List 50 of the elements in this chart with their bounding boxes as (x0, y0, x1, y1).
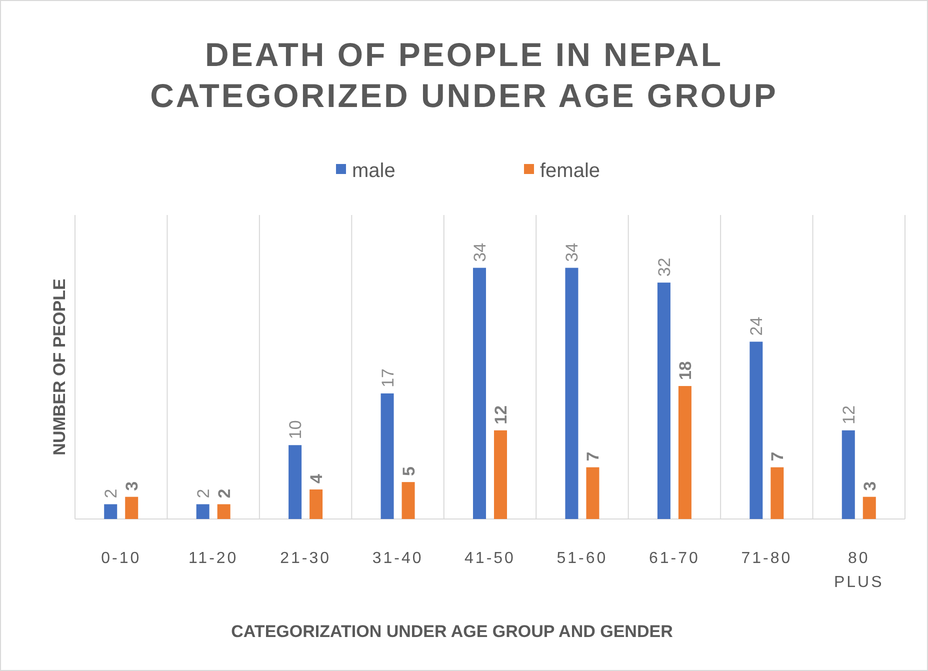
bar (217, 504, 230, 519)
x-tick-label: 11-20 (188, 550, 238, 567)
bar (125, 496, 138, 519)
chart-title: DEATH OF PEOPLE IN NEPAL CATEGORIZED UNDER AGE GROUP (150, 36, 778, 114)
bar (402, 482, 415, 519)
x-tick-label: 21-30 (280, 550, 332, 567)
data-label: 7 (584, 452, 603, 462)
data-label: 12 (839, 405, 858, 424)
data-label: 7 (768, 452, 788, 462)
data-label: 2 (214, 488, 234, 498)
bar (678, 386, 692, 519)
bar (104, 504, 118, 519)
data-label: 18 (676, 361, 695, 380)
bar (473, 268, 486, 519)
y-axis-title: NUMBER OF PEOPLE (50, 278, 69, 456)
bar (310, 489, 323, 519)
data-label: 3 (122, 481, 142, 491)
data-label: 3 (860, 481, 880, 491)
data-label: 24 (747, 316, 766, 336)
bar (750, 342, 763, 519)
bar (288, 445, 302, 519)
data-label: 34 (470, 242, 490, 262)
bar (494, 430, 507, 519)
bar (657, 282, 670, 519)
data-label: 10 (286, 420, 306, 440)
bar (565, 268, 578, 519)
legend-label: male (352, 160, 396, 182)
x-tick-label: 61-70 (648, 550, 700, 567)
bar (380, 393, 394, 519)
data-label: 34 (562, 242, 582, 262)
data-label: 4 (307, 473, 326, 484)
data-label: 5 (399, 466, 418, 476)
x-tick-label: 41-50 (464, 550, 516, 567)
data-label: 2 (102, 488, 121, 498)
x-tick-label: 51-60 (556, 550, 608, 567)
data-label: 17 (378, 368, 398, 388)
x-tick-label: 31-40 (372, 550, 424, 567)
bar (586, 467, 600, 519)
x-tick-label: 71-80 (741, 550, 792, 567)
x-tick-label: 80 PLUS (834, 550, 884, 591)
data-label: 32 (654, 258, 674, 277)
data-label: 2 (194, 488, 213, 498)
legend-label: female (540, 160, 600, 182)
x-axis-title: CATEGORIZATION UNDER AGE GROUP AND GENDER (231, 622, 673, 641)
bar (196, 504, 210, 519)
bar (842, 430, 855, 519)
x-tick-label: 0-10 (101, 550, 142, 567)
bar (862, 496, 876, 519)
data-label: 12 (492, 405, 510, 424)
bar (770, 467, 784, 519)
